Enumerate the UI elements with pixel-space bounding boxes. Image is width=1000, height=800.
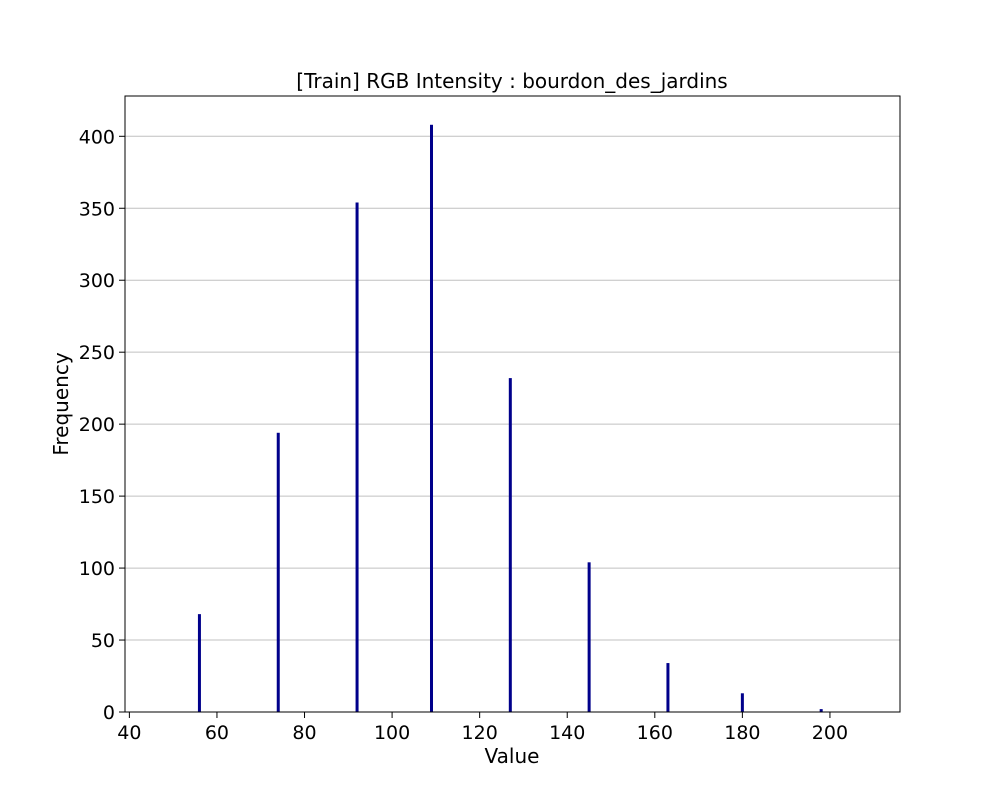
x-tick-label: 120: [462, 722, 498, 744]
grid-lines: [125, 135, 900, 641]
y-tick-label: 0: [103, 702, 115, 724]
bars: [197, 124, 823, 713]
x-tick-label: 180: [724, 722, 760, 744]
plot-frame: [124, 95, 901, 713]
y-tick-label: 50: [91, 630, 115, 652]
histogram-bar: [666, 663, 670, 712]
histogram-bar: [355, 202, 359, 712]
histogram-bar: [197, 614, 201, 712]
x-tick-label: 100: [374, 722, 410, 744]
y-tick-label: 300: [79, 270, 115, 292]
x-axis-label: Value: [485, 744, 540, 768]
y-tick-label: 250: [79, 342, 115, 364]
x-tick-label: 80: [292, 722, 316, 744]
x-tick-label: 160: [637, 722, 673, 744]
y-axis-label: Frequency: [49, 352, 73, 455]
y-tick-label: 400: [79, 126, 115, 148]
histogram-bar: [508, 378, 512, 712]
x-tick-label: 40: [117, 722, 141, 744]
x-axis-ticks: 40 60 80 100 120 140 160 180 200: [117, 712, 848, 744]
y-tick-label: 200: [79, 414, 115, 436]
y-axis-ticks: 0 50 100 150 200 250 300 350 400: [79, 126, 125, 724]
histogram-bar: [740, 693, 744, 712]
x-tick-label: 140: [549, 722, 585, 744]
histogram-bar: [819, 709, 823, 712]
histogram-bar: [429, 124, 433, 713]
chart-title: [Train] RGB Intensity : bourdon_des_jard…: [296, 69, 727, 93]
histogram-bar: [276, 432, 280, 712]
x-tick-label: 60: [205, 722, 229, 744]
x-tick-label: 200: [812, 722, 848, 744]
y-tick-label: 150: [79, 486, 115, 508]
y-tick-label: 100: [79, 558, 115, 580]
y-tick-label: 350: [79, 198, 115, 220]
histogram-bar: [587, 562, 591, 712]
